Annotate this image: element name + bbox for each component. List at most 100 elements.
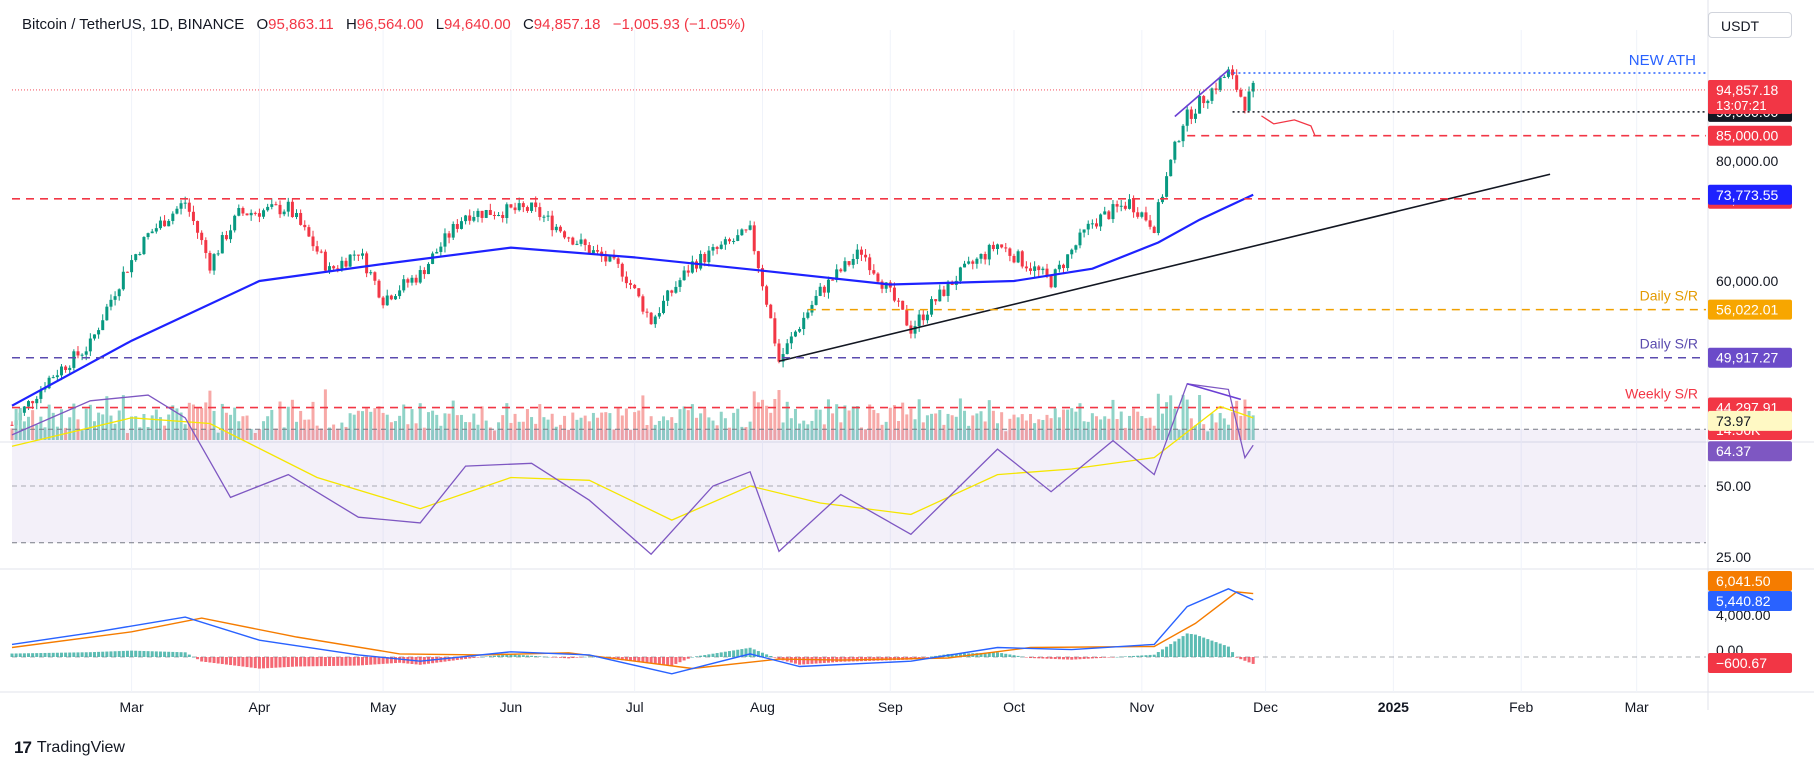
candle-body [892, 287, 896, 301]
candle-body [290, 201, 294, 218]
candle-body [59, 366, 63, 376]
candle-body [769, 304, 773, 319]
candle-body [1016, 251, 1020, 263]
volume-bar [1029, 413, 1033, 440]
candle-body [884, 282, 888, 289]
x-tick-label: Sep [878, 699, 903, 715]
candle-body [864, 254, 868, 258]
volume-bar [806, 424, 810, 440]
candle-body [163, 220, 167, 227]
volume-bar [356, 410, 360, 440]
macd-histogram-bar [513, 654, 517, 657]
candle-body [208, 252, 212, 271]
macd-histogram-bar [84, 652, 88, 657]
volume-bar [59, 409, 63, 440]
candle-body [946, 281, 950, 296]
macd-histogram-bar [393, 657, 397, 664]
volume-bar [105, 396, 109, 440]
candle-body [68, 367, 72, 370]
volume-bar [262, 421, 266, 440]
candle-body [1107, 211, 1111, 220]
price-level-annotation: Weekly S/R [1625, 386, 1698, 402]
volume-bar [859, 427, 863, 440]
volume-bar [1094, 416, 1098, 440]
all-time-high-label: NEW ATH [1629, 52, 1696, 69]
candle-body [464, 215, 468, 222]
volume-bar [934, 413, 938, 440]
volume-bar [1239, 415, 1243, 440]
volume-bar [744, 427, 748, 440]
candle-body [406, 279, 410, 283]
macd-histogram-bar [1033, 657, 1037, 659]
macd-histogram-bar [756, 651, 760, 657]
volume-bar [373, 408, 377, 440]
volume-bar [216, 432, 220, 440]
rsi-tick-label: 25.00 [1716, 549, 1751, 565]
candle-body [295, 213, 299, 218]
candle-body [497, 214, 501, 216]
candle-body [550, 215, 554, 231]
candle-body [138, 254, 142, 256]
candle-body [637, 288, 641, 297]
volume-bar [179, 412, 183, 440]
macd-histogram-bar [43, 652, 47, 657]
macd-histogram-bar [39, 653, 43, 657]
candle-body [802, 317, 806, 330]
volume-bar [497, 422, 501, 440]
volume-bar [1132, 408, 1136, 440]
candle-body [649, 312, 653, 325]
candle-body [917, 314, 921, 327]
candle-body [278, 204, 282, 215]
macd-histogram-bar [1086, 657, 1090, 659]
macd-histogram-bar [715, 653, 719, 657]
candle-body [245, 213, 249, 216]
volume-bar [884, 421, 888, 440]
volume-bar [274, 428, 278, 440]
candle-body [150, 231, 154, 234]
candle-body [756, 251, 760, 269]
macd-histogram-bar [719, 652, 723, 657]
macd-histogram-bar [1115, 656, 1119, 658]
volume-bar [488, 427, 492, 440]
candle-body [1103, 211, 1107, 215]
candle-body [270, 204, 274, 207]
macd-histogram-bar [591, 656, 595, 658]
candle-body [377, 280, 381, 298]
candle-body [826, 279, 830, 293]
open-value: 95,863.11 [268, 16, 334, 33]
volume-bar [35, 424, 39, 440]
tradingview-logo-icon: 17 [14, 738, 32, 757]
candle-body [501, 214, 505, 219]
volume-bar [51, 412, 55, 440]
macd-histogram-bar [699, 655, 703, 657]
macd-histogram-bar [381, 657, 385, 664]
macd-histogram-bar [806, 657, 810, 665]
tradingview-branding[interactable]: 17 TradingView [14, 738, 125, 758]
volume-bar [1041, 419, 1045, 440]
macd-histogram-bar [736, 649, 740, 657]
volume-bar [1210, 413, 1214, 440]
currency-selector[interactable]: USDT [1708, 12, 1792, 38]
volume-bar [793, 409, 797, 440]
macd-histogram-bar [1029, 657, 1033, 659]
candle-body [381, 297, 385, 306]
macd-histogram-bar [369, 657, 373, 665]
macd-histogram-bar [1214, 642, 1218, 657]
volume-bar [245, 415, 249, 440]
candle-body [179, 203, 183, 209]
candle-body [868, 257, 872, 271]
volume-bar [121, 395, 125, 440]
macd-histogram-bar [307, 657, 311, 667]
macd-histogram-bar [262, 657, 266, 669]
macd-histogram-bar [773, 657, 777, 658]
volume-bar [233, 407, 237, 440]
macd-histogram-bar [1111, 657, 1115, 658]
rsi-tick-label: 50.00 [1716, 478, 1751, 494]
macd-histogram-bar [690, 657, 694, 658]
volume-bar [649, 416, 653, 440]
macd-histogram-bar [666, 657, 670, 666]
candle-body [1086, 223, 1090, 230]
volume-bar [653, 424, 657, 440]
